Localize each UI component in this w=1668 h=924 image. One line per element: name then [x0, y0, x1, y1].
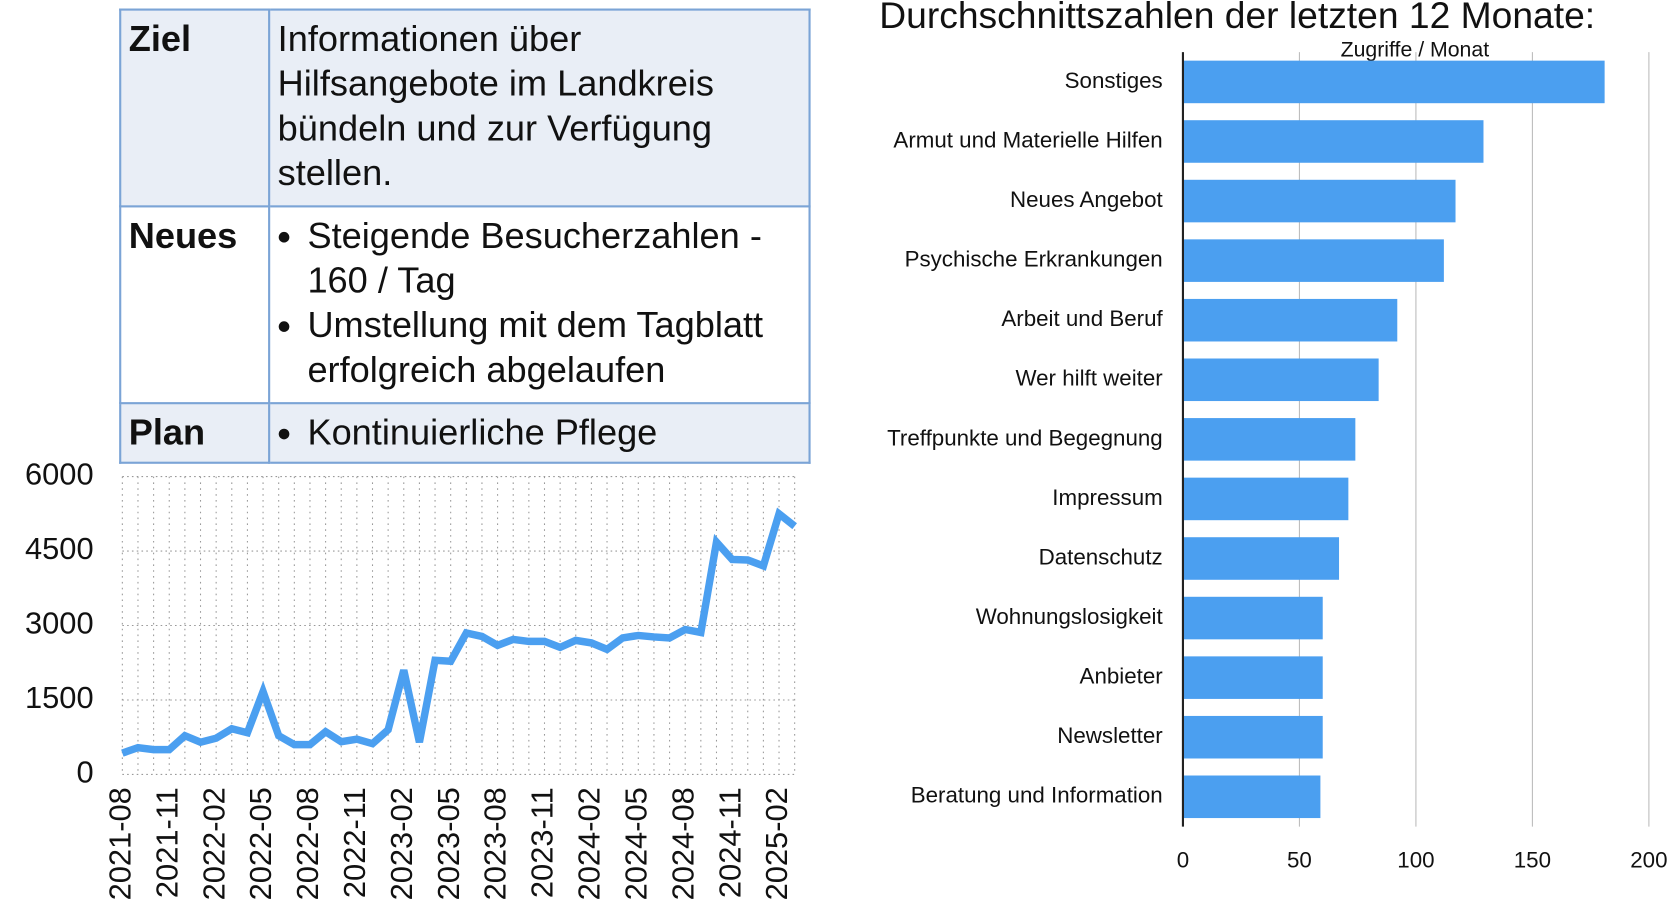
row-label: Neues: [119, 205, 271, 405]
category-label: Anbieter: [1080, 664, 1164, 689]
category-label: Wohnungslosigkeit: [976, 604, 1164, 629]
bar: [1182, 596, 1323, 640]
row-list-cell: Steigende Besucherzahlen - 160 / Tag Ums…: [268, 205, 811, 405]
bar: [1182, 656, 1323, 699]
x-tick-label: 2024-08: [665, 787, 700, 900]
x-tick-label: 200: [1630, 848, 1667, 873]
x-tick-label: 2022-08: [290, 787, 325, 900]
line-series: [121, 507, 797, 757]
x-tick-label: 2022-11: [337, 787, 372, 898]
x-tick-label: 2024-02: [572, 787, 607, 900]
x-tick-label: 2025-02: [759, 787, 794, 900]
table-row: Plan Kontinuierliche Pflege: [119, 402, 811, 464]
bar: [1182, 358, 1379, 402]
bullet: Steigende Besucherzahlen - 160 / Tag: [307, 214, 801, 303]
bar: [1182, 537, 1340, 580]
x-tick-label: 50: [1287, 848, 1312, 873]
x-tick-label: 2021-11: [149, 787, 184, 898]
table-row: Neues Steigende Besucherzahlen - 160 / T…: [119, 205, 811, 405]
bar: [1182, 239, 1444, 282]
x-tick-label: 2023-08: [478, 787, 513, 900]
axis-label: Zugriffe / Monat: [1341, 38, 1490, 62]
bar: [1182, 298, 1398, 342]
info-table: Ziel Informationen über Hilfsangebote im…: [119, 8, 811, 464]
bar: [1182, 120, 1484, 163]
category-label: Newsletter: [1057, 723, 1163, 748]
category-label: Beratung und Information: [911, 783, 1163, 808]
x-tick-label: 2021-08: [102, 787, 137, 900]
category-label: Wer hilft weiter: [1015, 366, 1163, 391]
category-label: Treffpunkte und Begegnung: [887, 425, 1163, 450]
y-tick-label: 1500: [25, 680, 94, 715]
x-tick-label: 0: [1177, 848, 1189, 873]
bullet-list: Steigende Besucherzahlen - 160 / Tag Ums…: [278, 214, 801, 393]
bullet: Kontinuierliche Pflege: [307, 411, 801, 456]
row-text: Informationen über Hilfsangebote im Land…: [268, 8, 811, 208]
bar: [1182, 477, 1349, 521]
bar: [1182, 775, 1321, 819]
chart-title: Durchschnittszahlen der letzten 12 Monat…: [879, 0, 1595, 36]
x-tick-label: 2023-05: [431, 787, 466, 900]
x-tick-label: 2024-05: [618, 787, 653, 900]
bar: [1182, 418, 1356, 461]
category-label: Datenschutz: [1039, 544, 1163, 569]
y-tick-label: 4500: [25, 531, 94, 566]
row-list-cell: Kontinuierliche Pflege: [268, 402, 811, 464]
x-tick-label: 150: [1514, 848, 1551, 873]
x-tick-label: 2022-05: [243, 787, 278, 900]
row-label: Ziel: [119, 8, 271, 208]
table-row: Ziel Informationen über Hilfsangebote im…: [119, 8, 811, 208]
x-tick-label: 2023-11: [525, 787, 560, 898]
y-tick-label: 0: [76, 755, 93, 790]
category-label: Impressum: [1052, 485, 1162, 510]
category-label: Sonstiges: [1065, 68, 1163, 93]
x-tick-label: 2024-11: [712, 787, 747, 898]
bullet-list: Kontinuierliche Pflege: [278, 411, 801, 456]
bar: [1182, 179, 1456, 223]
category-label: Armut und Materielle Hilfen: [893, 127, 1162, 152]
x-tick-label: 2022-02: [196, 787, 231, 900]
y-tick-label: 6000: [25, 457, 94, 492]
y-tick-label: 3000: [25, 606, 94, 641]
bar: [1182, 715, 1323, 759]
row-label: Plan: [119, 402, 271, 464]
x-tick-label: 100: [1397, 848, 1434, 873]
category-label: Neues Angebot: [1010, 187, 1163, 212]
category-label: Psychische Erkrankungen: [905, 247, 1163, 272]
category-label: Arbeit und Beruf: [1001, 306, 1163, 331]
bar: [1182, 60, 1605, 104]
x-tick-label: 2023-02: [384, 787, 419, 900]
bullet: Umstellung mit dem Tagblatt erfolgreich …: [307, 303, 801, 392]
